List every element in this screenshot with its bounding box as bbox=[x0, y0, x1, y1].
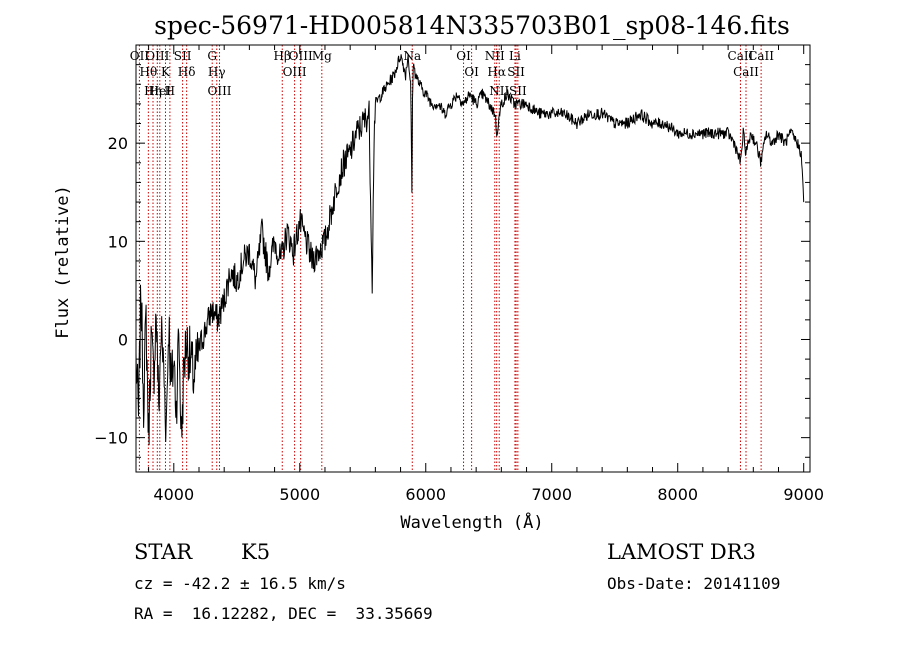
spectral-line-label: Hβ bbox=[274, 49, 291, 63]
spectral-line-label: OI bbox=[464, 65, 479, 79]
spectral-line-label: K bbox=[161, 65, 171, 79]
y-tick-label: 20 bbox=[108, 134, 128, 153]
spectral-line-label: NII bbox=[485, 49, 505, 63]
spectral-line-label: SII bbox=[509, 84, 527, 98]
spectral-line-label: OIII bbox=[145, 49, 169, 63]
coordinates: RA = 16.12282, DEC = 33.35669 bbox=[134, 604, 433, 623]
x-tick-label: 9000 bbox=[783, 485, 824, 504]
spectral-line-label: Hδ bbox=[178, 65, 196, 79]
observation-date: Obs-Date: 20141109 bbox=[607, 574, 781, 593]
survey-name: LAMOST DR3 bbox=[607, 540, 756, 564]
plot-frame bbox=[135, 44, 811, 473]
y-tick-label: 10 bbox=[108, 232, 128, 251]
spectral-line-label: Hα bbox=[487, 65, 506, 79]
spectral-line-label: SII bbox=[174, 49, 192, 63]
chart-title: spec-56971-HD005814N335703B01_sp08-146.f… bbox=[154, 11, 790, 40]
x-tick-label: 5000 bbox=[279, 485, 320, 504]
x-tick-label: 8000 bbox=[657, 485, 698, 504]
spectral-line-markers bbox=[138, 45, 762, 472]
spectral-line-label: G bbox=[207, 49, 217, 63]
spectrum-line bbox=[135, 54, 805, 446]
object-subclass: K5 bbox=[241, 540, 271, 564]
spectral-line-label: OI bbox=[456, 49, 471, 63]
spectral-line-label: CaII bbox=[733, 65, 759, 79]
spectral-line-label: Hη bbox=[144, 84, 162, 98]
spectral-line-label: CaII bbox=[748, 49, 774, 63]
spectral-line-label: CaII bbox=[728, 49, 754, 63]
spectral-line-label: OIII bbox=[289, 49, 313, 63]
spectrum-series bbox=[135, 54, 805, 446]
spectral-line-label: Hγ bbox=[208, 65, 226, 79]
spectral-line-label: OII bbox=[130, 49, 150, 63]
x-tick-label: 4000 bbox=[153, 485, 194, 504]
y-axis-label: Flux (relative) bbox=[53, 185, 73, 339]
spectral-line-label: Li bbox=[509, 49, 521, 63]
y-axis-ticks: −10 0 10 20 bbox=[94, 64, 810, 458]
spectral-line-label: Mg bbox=[312, 49, 332, 63]
spectral-line-label: H bbox=[165, 84, 175, 98]
redshift-value: cz = -42.2 ± 16.5 km/s bbox=[134, 574, 346, 593]
spectral-line-label: OIII bbox=[283, 65, 307, 79]
object-class: STAR bbox=[134, 540, 193, 564]
y-tick-label: 0 bbox=[118, 330, 128, 349]
spectral-line-label: OIII bbox=[207, 84, 231, 98]
spectral-line-label: Na bbox=[403, 49, 421, 63]
x-axis-label: Wavelength (Å) bbox=[400, 511, 543, 533]
x-tick-label: 7000 bbox=[531, 485, 572, 504]
spectral-line-label: Hθ bbox=[139, 65, 157, 79]
y-tick-label: −10 bbox=[94, 429, 128, 448]
spectral-line-label: HeI bbox=[149, 84, 172, 98]
x-tick-label: 6000 bbox=[405, 485, 446, 504]
x-axis-ticks: 4000 5000 6000 7000 8000 9000 bbox=[148, 45, 824, 504]
spectral-line-label: SII bbox=[507, 65, 525, 79]
